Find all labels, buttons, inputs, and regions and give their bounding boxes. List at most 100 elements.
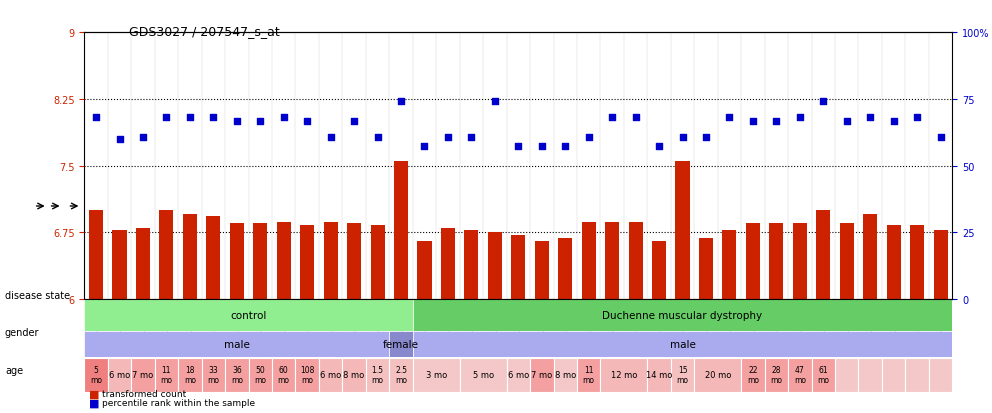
- FancyBboxPatch shape: [811, 358, 835, 392]
- Bar: [440, 228, 455, 299]
- Text: 5
mo: 5 mo: [90, 365, 102, 385]
- FancyBboxPatch shape: [201, 358, 225, 392]
- Point: [370, 134, 386, 141]
- FancyBboxPatch shape: [108, 358, 131, 392]
- Bar: [793, 224, 806, 299]
- Text: 3 mo: 3 mo: [426, 370, 446, 380]
- Point: [628, 114, 644, 121]
- FancyBboxPatch shape: [84, 331, 389, 357]
- Text: ■: ■: [89, 389, 100, 399]
- FancyBboxPatch shape: [272, 358, 296, 392]
- Point: [111, 136, 127, 143]
- Text: GDS3027 / 207547_s_at: GDS3027 / 207547_s_at: [129, 25, 280, 38]
- Point: [745, 119, 761, 125]
- Point: [276, 114, 292, 121]
- Point: [487, 99, 503, 106]
- Text: 36
mo: 36 mo: [231, 365, 243, 385]
- Point: [300, 119, 315, 125]
- FancyBboxPatch shape: [858, 358, 882, 392]
- Point: [721, 114, 737, 121]
- Text: 8 mo: 8 mo: [343, 370, 365, 380]
- FancyBboxPatch shape: [459, 358, 507, 392]
- Bar: [418, 242, 432, 299]
- Text: 6 mo: 6 mo: [508, 370, 529, 380]
- Text: 7 mo: 7 mo: [531, 370, 553, 380]
- Point: [839, 119, 855, 125]
- Bar: [746, 224, 760, 299]
- Bar: [652, 242, 666, 299]
- Bar: [323, 222, 337, 299]
- Bar: [910, 225, 925, 299]
- Point: [393, 99, 409, 106]
- Point: [769, 119, 785, 125]
- FancyBboxPatch shape: [296, 358, 318, 392]
- Text: 61
mo: 61 mo: [817, 365, 829, 385]
- FancyBboxPatch shape: [389, 331, 413, 357]
- Bar: [511, 235, 526, 299]
- Text: male: male: [670, 339, 695, 349]
- Text: ■: ■: [89, 398, 100, 408]
- Text: 60
mo: 60 mo: [278, 365, 290, 385]
- Point: [182, 114, 197, 121]
- Bar: [206, 217, 220, 299]
- FancyBboxPatch shape: [577, 358, 600, 392]
- Point: [417, 143, 433, 150]
- Point: [910, 114, 926, 121]
- FancyBboxPatch shape: [179, 358, 201, 392]
- Bar: [933, 230, 947, 299]
- Bar: [253, 224, 267, 299]
- Text: 12 mo: 12 mo: [611, 370, 637, 380]
- FancyBboxPatch shape: [155, 358, 179, 392]
- FancyBboxPatch shape: [648, 358, 671, 392]
- FancyBboxPatch shape: [318, 358, 342, 392]
- FancyBboxPatch shape: [366, 358, 389, 392]
- Point: [440, 134, 456, 141]
- Text: age: age: [5, 365, 23, 375]
- FancyBboxPatch shape: [413, 358, 459, 392]
- FancyBboxPatch shape: [882, 358, 906, 392]
- Bar: [488, 233, 502, 299]
- FancyBboxPatch shape: [131, 358, 155, 392]
- FancyBboxPatch shape: [835, 358, 858, 392]
- FancyBboxPatch shape: [507, 358, 530, 392]
- Text: transformed count: transformed count: [102, 389, 186, 398]
- Text: 22
mo: 22 mo: [747, 365, 759, 385]
- Point: [580, 134, 596, 141]
- FancyBboxPatch shape: [530, 358, 554, 392]
- Text: female: female: [383, 339, 419, 349]
- Point: [932, 134, 948, 141]
- FancyBboxPatch shape: [929, 358, 952, 392]
- FancyBboxPatch shape: [600, 358, 648, 392]
- FancyBboxPatch shape: [84, 299, 413, 331]
- Point: [229, 119, 245, 125]
- Bar: [394, 161, 408, 299]
- Text: 33
mo: 33 mo: [207, 365, 219, 385]
- FancyBboxPatch shape: [249, 358, 272, 392]
- Point: [604, 114, 620, 121]
- FancyBboxPatch shape: [694, 358, 741, 392]
- Text: 7 mo: 7 mo: [132, 370, 154, 380]
- Text: 20 mo: 20 mo: [704, 370, 731, 380]
- Text: 6 mo: 6 mo: [320, 370, 341, 380]
- Bar: [629, 222, 643, 299]
- Bar: [136, 228, 150, 299]
- Text: 50
mo: 50 mo: [254, 365, 266, 385]
- Bar: [605, 222, 619, 299]
- Text: 18
mo: 18 mo: [184, 365, 195, 385]
- Bar: [277, 222, 291, 299]
- Text: 1.5
mo: 1.5 mo: [372, 365, 384, 385]
- FancyBboxPatch shape: [554, 358, 577, 392]
- Bar: [183, 215, 197, 299]
- Text: male: male: [224, 339, 250, 349]
- Bar: [230, 224, 244, 299]
- Point: [252, 119, 268, 125]
- Bar: [816, 211, 830, 299]
- Text: 11
mo: 11 mo: [161, 365, 173, 385]
- Point: [135, 134, 151, 141]
- Text: control: control: [230, 310, 267, 320]
- Point: [159, 114, 175, 121]
- Bar: [112, 230, 127, 299]
- FancyBboxPatch shape: [342, 358, 366, 392]
- Bar: [160, 211, 174, 299]
- Point: [675, 134, 690, 141]
